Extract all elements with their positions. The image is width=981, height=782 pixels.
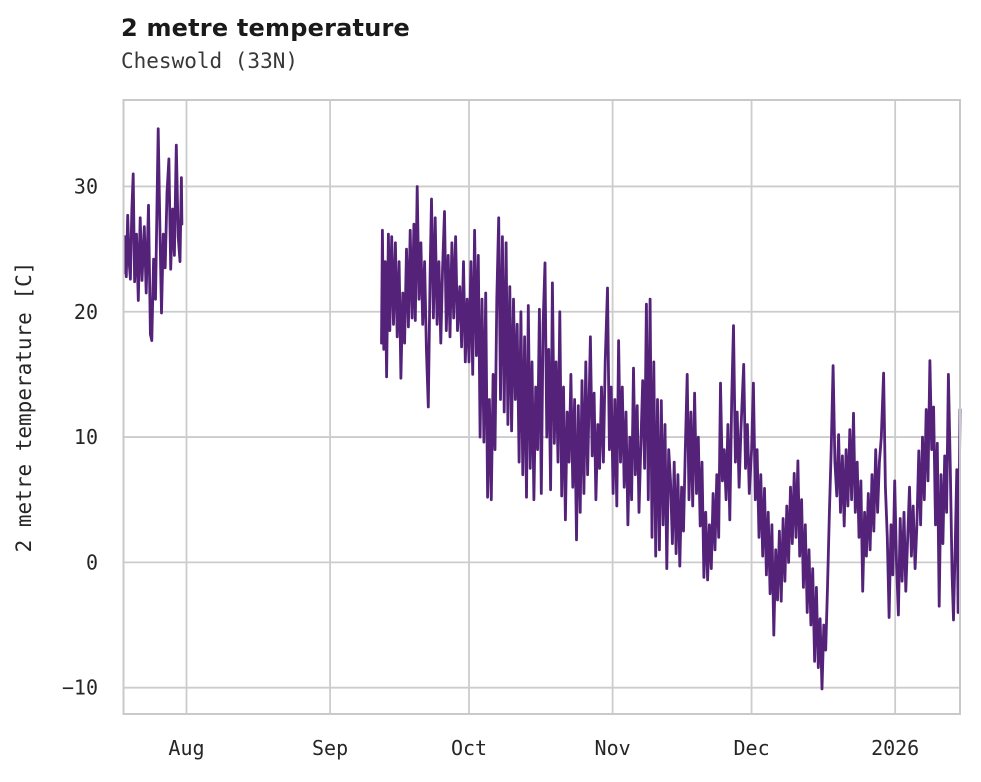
x-tick-label: 2026 (871, 736, 919, 760)
x-tick-label: Sep (312, 736, 348, 760)
temperature-series-line (122, 127, 184, 343)
temperature-series-line (380, 185, 962, 691)
y-tick-label: −10 (62, 676, 98, 700)
x-tick-label: Aug (168, 736, 204, 760)
x-tick-label: Dec (734, 736, 770, 760)
chart-title: 2 metre temperature (121, 14, 410, 42)
x-tick-label: Nov (595, 736, 631, 760)
plot-border (122, 99, 961, 715)
y-tick-label: 20 (74, 300, 98, 324)
y-tick-label: 0 (86, 550, 98, 574)
y-tick-label: 10 (74, 425, 98, 449)
x-tick-label: Oct (451, 736, 487, 760)
y-axis-title: 2 metre temperature [C] (12, 262, 36, 553)
y-tick-label: 30 (74, 174, 98, 198)
chart-subtitle: Cheswold (33N) (121, 49, 299, 73)
